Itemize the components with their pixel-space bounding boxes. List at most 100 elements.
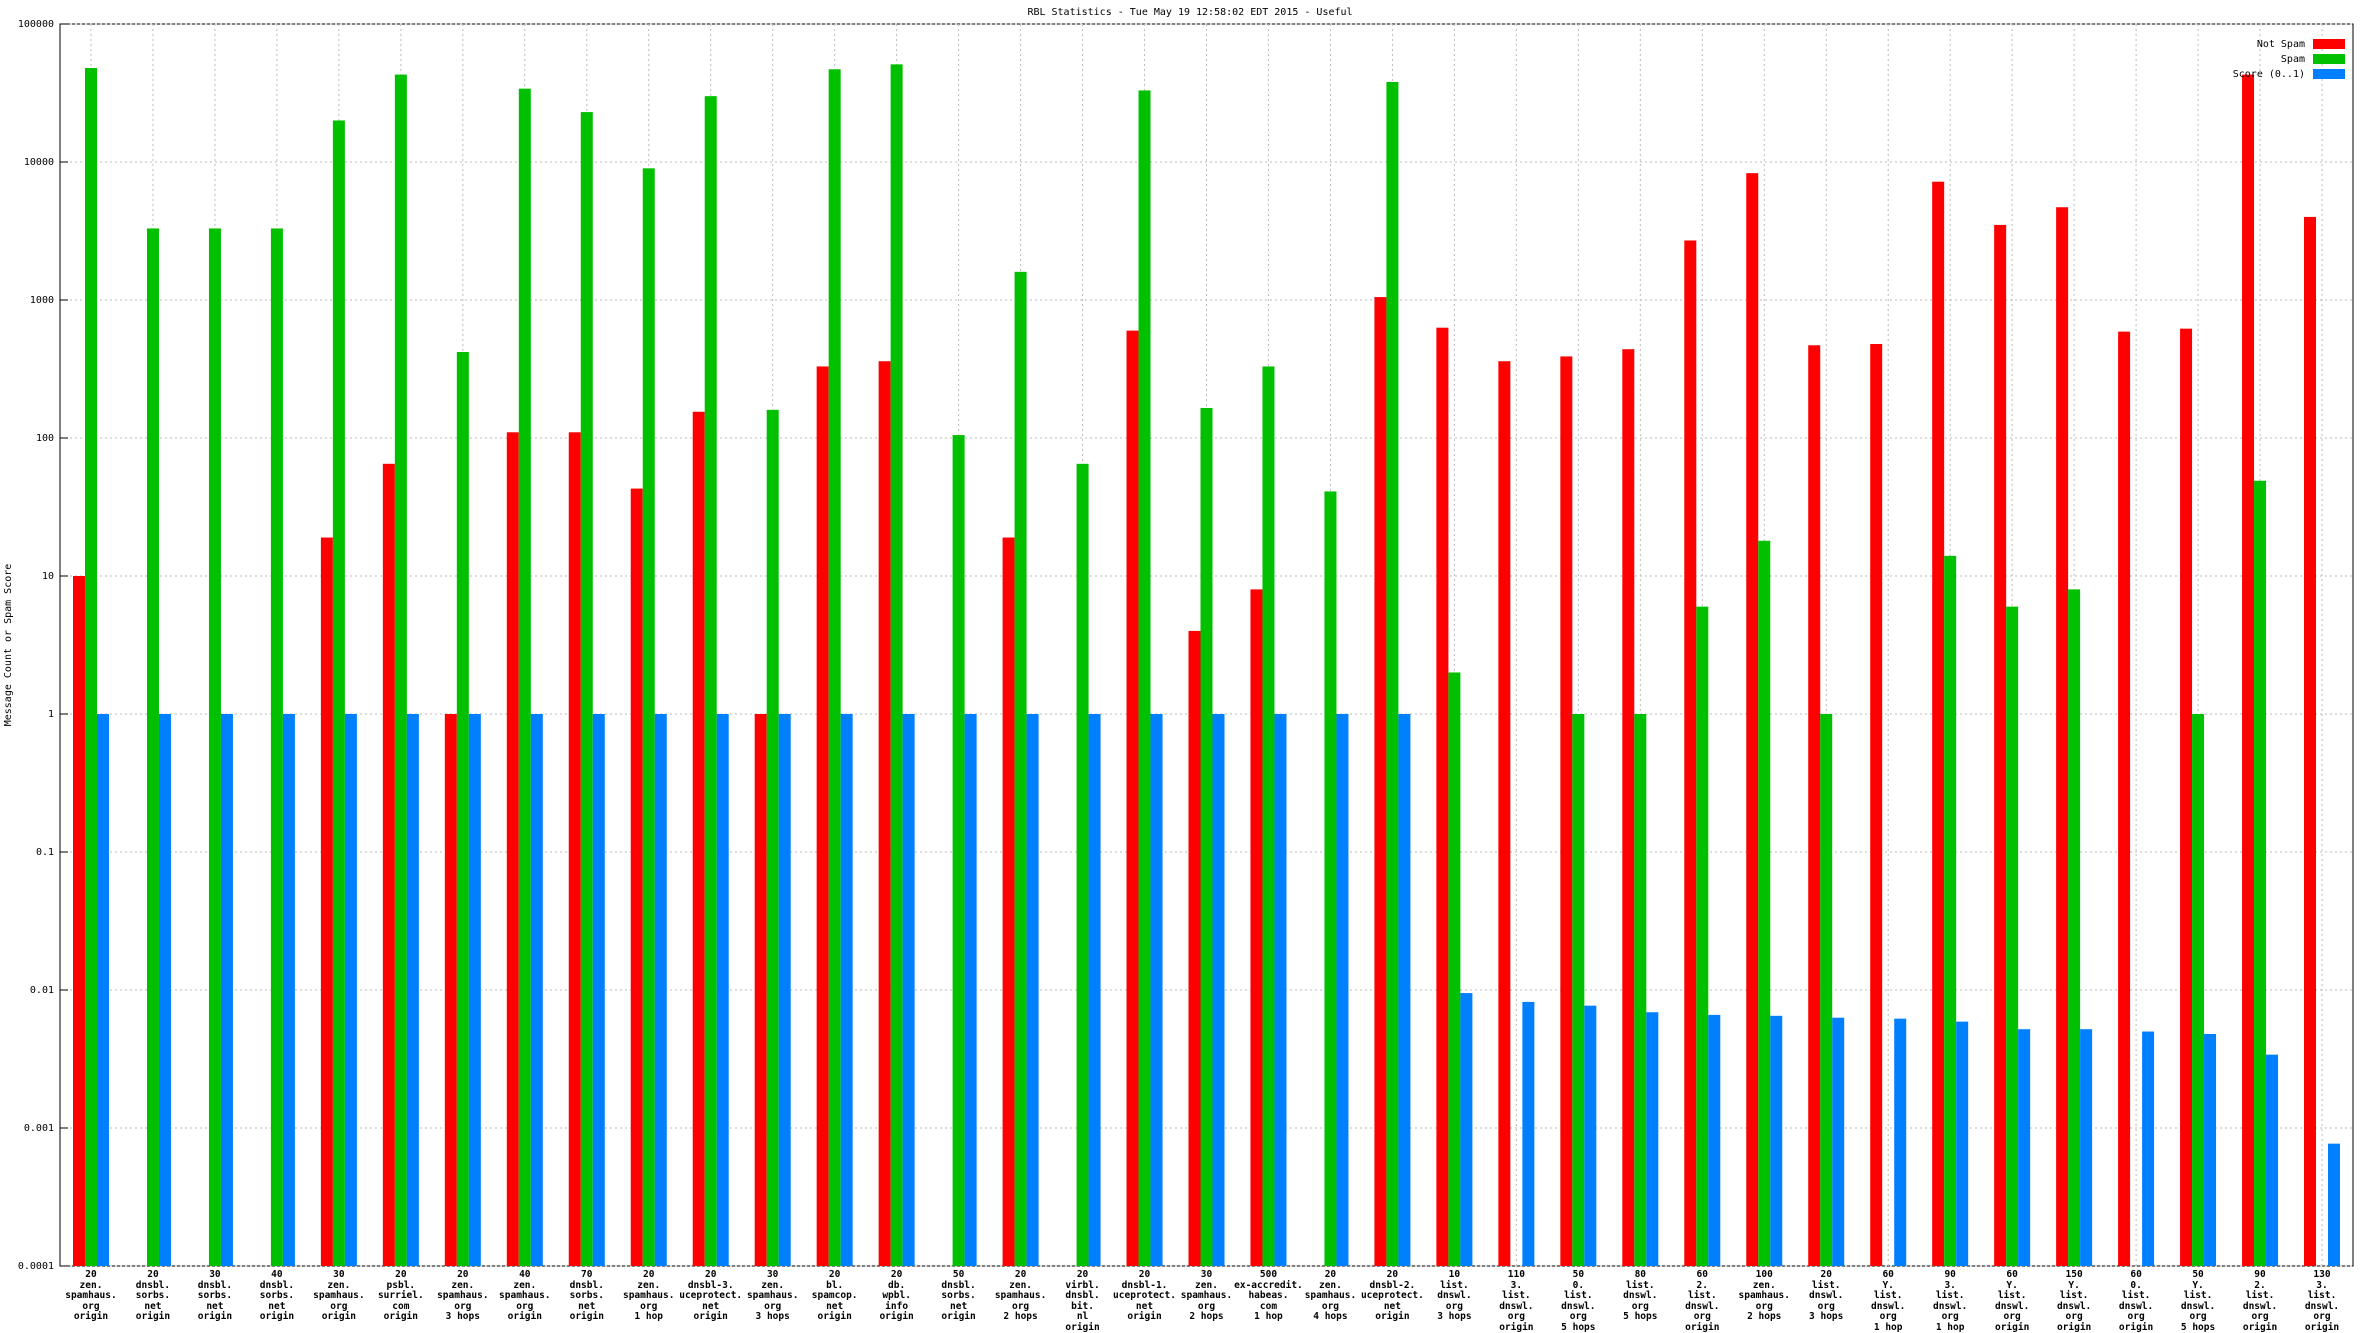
bar	[1820, 714, 1833, 1266]
bar	[716, 714, 729, 1266]
bar	[468, 714, 481, 1266]
bar	[96, 714, 109, 1266]
x-tick-label: 20 zen. spamhaus. org 1 hop	[622, 1269, 675, 1322]
bar	[2018, 1029, 2031, 1266]
x-tick-label: 20 zen. spamhaus. org 4 hops	[1304, 1269, 1357, 1322]
bar	[1324, 491, 1337, 1267]
bar	[692, 411, 705, 1266]
bar	[568, 432, 581, 1266]
bar	[1696, 606, 1709, 1266]
bar	[890, 64, 903, 1266]
y-axis-label: Message Count or Spam Score	[3, 564, 14, 727]
bar	[1088, 714, 1101, 1266]
bar	[1832, 1017, 1845, 1266]
bar	[1262, 366, 1275, 1266]
bar	[518, 88, 531, 1267]
bar	[1138, 90, 1151, 1267]
bar	[282, 714, 295, 1266]
y-tick-label: 10	[42, 571, 54, 582]
bar	[1622, 349, 1635, 1267]
bar	[754, 714, 767, 1266]
legend-label: Score (0..1)	[2233, 69, 2305, 80]
x-tick-label: 90 2. list. dnswl. org origin	[2242, 1269, 2278, 1333]
bar	[1572, 714, 1585, 1266]
bar	[2118, 331, 2131, 1266]
bar	[704, 96, 717, 1267]
bar	[828, 69, 841, 1267]
x-tick-label: 60 0. list. dnswl. org origin	[2118, 1269, 2154, 1333]
x-tick-label: 70 dnsbl. sorbs. net origin	[569, 1269, 604, 1322]
bar	[406, 714, 419, 1266]
x-tick-label: 30 zen. spamhaus. org 2 hops	[1180, 1269, 1233, 1322]
bar	[642, 168, 655, 1266]
bar	[1126, 330, 1139, 1266]
bar	[1584, 1005, 1597, 1266]
bar	[1770, 1015, 1783, 1266]
bar	[1498, 361, 1511, 1267]
bar	[580, 112, 593, 1267]
bar	[1188, 630, 1201, 1266]
bar	[72, 576, 85, 1266]
x-tick-label: 500 ex-accredit. habeas. com 1 hop	[1234, 1269, 1303, 1322]
bar	[766, 409, 779, 1267]
y-tick-label: 0.01	[30, 985, 54, 996]
bar	[1894, 1018, 1907, 1266]
x-tick-label: 30 zen. spamhaus. org origin	[313, 1269, 365, 1322]
bar	[1460, 993, 1473, 1266]
x-tick-label: 20 dnsbl. sorbs. net origin	[135, 1269, 171, 1322]
x-tick-label: 40 zen. spamhaus. org origin	[499, 1269, 551, 1322]
bar	[146, 228, 159, 1267]
x-tick-label: 20 zen. spamhaus. org origin	[65, 1269, 117, 1322]
bar	[208, 228, 221, 1267]
bar	[2204, 1033, 2217, 1266]
x-tick-label: 40 dnsbl. sorbs. net origin	[259, 1269, 295, 1322]
bar	[964, 714, 977, 1266]
y-tick-label: 100000	[18, 19, 54, 30]
bar	[456, 351, 469, 1267]
bar	[2080, 1029, 2093, 1266]
bar	[394, 74, 407, 1267]
x-tick-label: 50 Y. list. dnswl. org 5 hops	[2180, 1269, 2216, 1333]
bar	[654, 714, 667, 1266]
bar	[878, 361, 891, 1267]
x-tick-label: 90 3. list. dnswl. org 1 hop	[1933, 1269, 1968, 1333]
bar	[1274, 714, 1287, 1266]
x-tick-label: 20 dnsbl-2. uceprotect. net origin	[1360, 1269, 1424, 1322]
x-tick-label: 100 zen. spamhaus. org 2 hops	[1738, 1269, 1790, 1322]
bar	[1386, 81, 1399, 1266]
x-tick-label: 20 db. wpbl. info origin	[879, 1269, 914, 1322]
x-tick-label: 20 dnsbl-1. uceprotect. net origin	[1113, 1269, 1176, 1322]
bar	[1646, 1012, 1659, 1266]
bar	[1436, 327, 1449, 1266]
x-tick-label: 150 Y. list. dnswl. org origin	[2056, 1269, 2092, 1333]
bar	[1746, 173, 1759, 1266]
legend-label: Spam	[2281, 54, 2305, 65]
bar	[530, 714, 543, 1266]
x-tick-label: 20 zen. spamhaus. org 3 hops	[437, 1269, 489, 1322]
x-tick-label: 50 0. list. dnswl. org 5 hops	[1561, 1269, 1596, 1333]
legend-swatch	[2313, 54, 2345, 64]
bar	[2068, 589, 2081, 1266]
bar	[2328, 1143, 2341, 1266]
legend-swatch	[2313, 69, 2345, 79]
bar	[952, 435, 965, 1266]
bar	[2254, 480, 2267, 1266]
x-tick-label: 110 3. list. dnswl. org origin	[1499, 1269, 1534, 1333]
y-tick-label: 1	[48, 709, 54, 720]
x-tick-label: 50 dnsbl. sorbs. net origin	[941, 1269, 976, 1322]
x-tick-label: 130 3. list. dnswl. org origin	[2304, 1269, 2340, 1333]
bar	[1026, 714, 1039, 1266]
bar	[1522, 1001, 1535, 1266]
bar	[816, 366, 829, 1266]
bar	[382, 463, 395, 1266]
bar	[1994, 224, 2007, 1267]
bar	[2192, 714, 2205, 1266]
bar	[320, 537, 333, 1266]
bar	[1808, 345, 1821, 1266]
bar	[2266, 1054, 2279, 1266]
bar	[332, 120, 345, 1266]
bar	[2006, 606, 2019, 1266]
x-tick-label: 80 list. dnswl. org 5 hops	[1623, 1269, 1658, 1322]
bar	[1076, 463, 1089, 1266]
